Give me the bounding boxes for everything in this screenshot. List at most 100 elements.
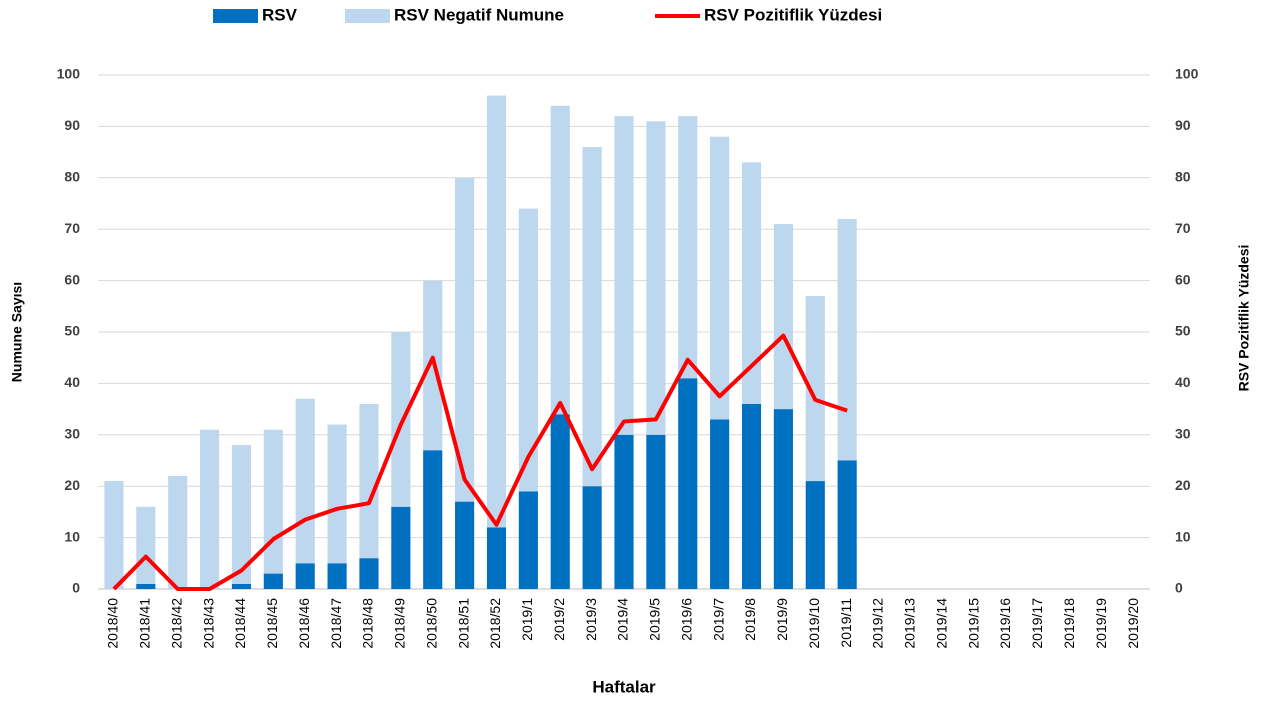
x-tick-label: 2019/14 — [933, 598, 949, 649]
bar — [263, 429, 283, 574]
y2-tick-label: 70 — [1175, 220, 1191, 236]
x-tick-label: 2019/20 — [1125, 598, 1141, 649]
y2-tick-label: 100 — [1175, 66, 1199, 82]
bar — [359, 403, 379, 559]
legend-label: RSV Negatif Numune — [394, 5, 564, 24]
x-tick-label: 2019/8 — [742, 598, 758, 641]
y-tick-label: 20 — [64, 477, 80, 493]
y-tick-label: 0 — [72, 580, 80, 596]
y-tick-label: 40 — [64, 374, 80, 390]
y-tick-label: 90 — [64, 117, 80, 133]
bar — [295, 398, 315, 564]
bar — [837, 460, 857, 589]
bar — [391, 332, 411, 507]
bar — [614, 116, 634, 435]
bar — [805, 296, 825, 482]
x-tick-label: 2019/5 — [647, 598, 663, 641]
bar — [327, 424, 347, 564]
y2-axis-title: RSV Pozitiflik Yüzdesi — [1236, 245, 1252, 392]
bar — [295, 563, 315, 589]
x-tick-label: 2019/3 — [583, 598, 599, 641]
x-tick-label: 2018/46 — [296, 598, 312, 649]
y-axis-title: Numune Sayısı — [9, 282, 25, 382]
x-tick-label: 2019/15 — [965, 598, 981, 649]
y2-tick-label: 50 — [1175, 323, 1191, 339]
x-tick-label: 2019/4 — [615, 598, 631, 641]
y-tick-label: 100 — [57, 66, 81, 82]
x-tick-label: 2019/17 — [1029, 598, 1045, 649]
bar — [837, 218, 857, 461]
x-tick-label: 2018/43 — [200, 598, 216, 649]
bar — [646, 121, 666, 435]
x-tick-label: 2018/45 — [264, 598, 280, 649]
bar — [263, 573, 283, 589]
x-tick-label: 2018/47 — [328, 598, 344, 649]
x-tick-label: 2018/51 — [455, 598, 471, 649]
legend-swatch — [213, 9, 258, 23]
bar — [136, 506, 156, 584]
y-tick-label: 50 — [64, 323, 80, 339]
x-tick-label: 2019/1 — [519, 598, 535, 641]
x-tick-label: 2018/41 — [137, 598, 153, 649]
bar — [327, 563, 347, 589]
y2-tick-label: 10 — [1175, 528, 1191, 544]
x-tick-label: 2019/18 — [1061, 598, 1077, 649]
legend-swatch — [345, 9, 390, 23]
x-axis-title: Haftalar — [592, 677, 656, 696]
bar — [678, 378, 698, 589]
bar — [614, 434, 634, 589]
bar — [455, 501, 475, 589]
y2-tick-label: 90 — [1175, 117, 1191, 133]
x-tick-label: 2019/12 — [870, 598, 886, 649]
x-tick-label: 2019/7 — [710, 598, 726, 641]
y2-tick-label: 60 — [1175, 271, 1191, 287]
bar — [391, 506, 411, 589]
bar — [710, 136, 730, 420]
y2-tick-label: 20 — [1175, 477, 1191, 493]
x-tick-label: 2018/42 — [168, 598, 184, 649]
bar — [741, 162, 762, 404]
bar — [741, 403, 762, 589]
x-tick-label: 2019/13 — [902, 598, 918, 649]
bar — [518, 208, 538, 492]
y2-tick-label: 0 — [1175, 580, 1183, 596]
x-tick-label: 2018/40 — [105, 598, 121, 649]
y-tick-label: 60 — [64, 271, 80, 287]
bar — [359, 558, 379, 589]
y2-tick-label: 40 — [1175, 374, 1191, 390]
y2-tick-label: 80 — [1175, 169, 1191, 185]
bar — [231, 583, 252, 589]
bar — [582, 486, 602, 589]
x-tick-label: 2019/16 — [997, 598, 1013, 649]
bar — [486, 95, 507, 528]
y-tick-label: 80 — [64, 169, 80, 185]
bar — [773, 224, 793, 410]
y2-tick-label: 30 — [1175, 426, 1191, 442]
y-tick-label: 30 — [64, 426, 80, 442]
x-tick-label: 2019/6 — [678, 598, 694, 641]
x-tick-label: 2018/52 — [487, 598, 503, 649]
x-tick-label: 2018/49 — [392, 598, 408, 649]
bar — [168, 475, 188, 589]
bar — [550, 414, 570, 589]
bar — [646, 434, 666, 589]
x-tick-label: 2019/11 — [838, 598, 854, 648]
x-tick-label: 2019/10 — [806, 598, 822, 649]
x-tick-label: 2019/2 — [551, 598, 567, 641]
bar — [104, 481, 124, 589]
x-tick-label: 2018/48 — [360, 598, 376, 649]
bar — [678, 116, 698, 379]
bar — [200, 429, 220, 589]
bar — [550, 105, 570, 415]
bar — [136, 583, 156, 589]
x-tick-label: 2019/9 — [774, 598, 790, 641]
bar — [486, 527, 507, 589]
x-tick-label: 2018/44 — [232, 598, 248, 649]
line — [112, 333, 848, 591]
bar — [773, 409, 793, 589]
bar — [423, 450, 443, 589]
bar — [455, 177, 475, 502]
x-tick-label: 2019/19 — [1093, 598, 1109, 649]
bar — [805, 481, 825, 589]
